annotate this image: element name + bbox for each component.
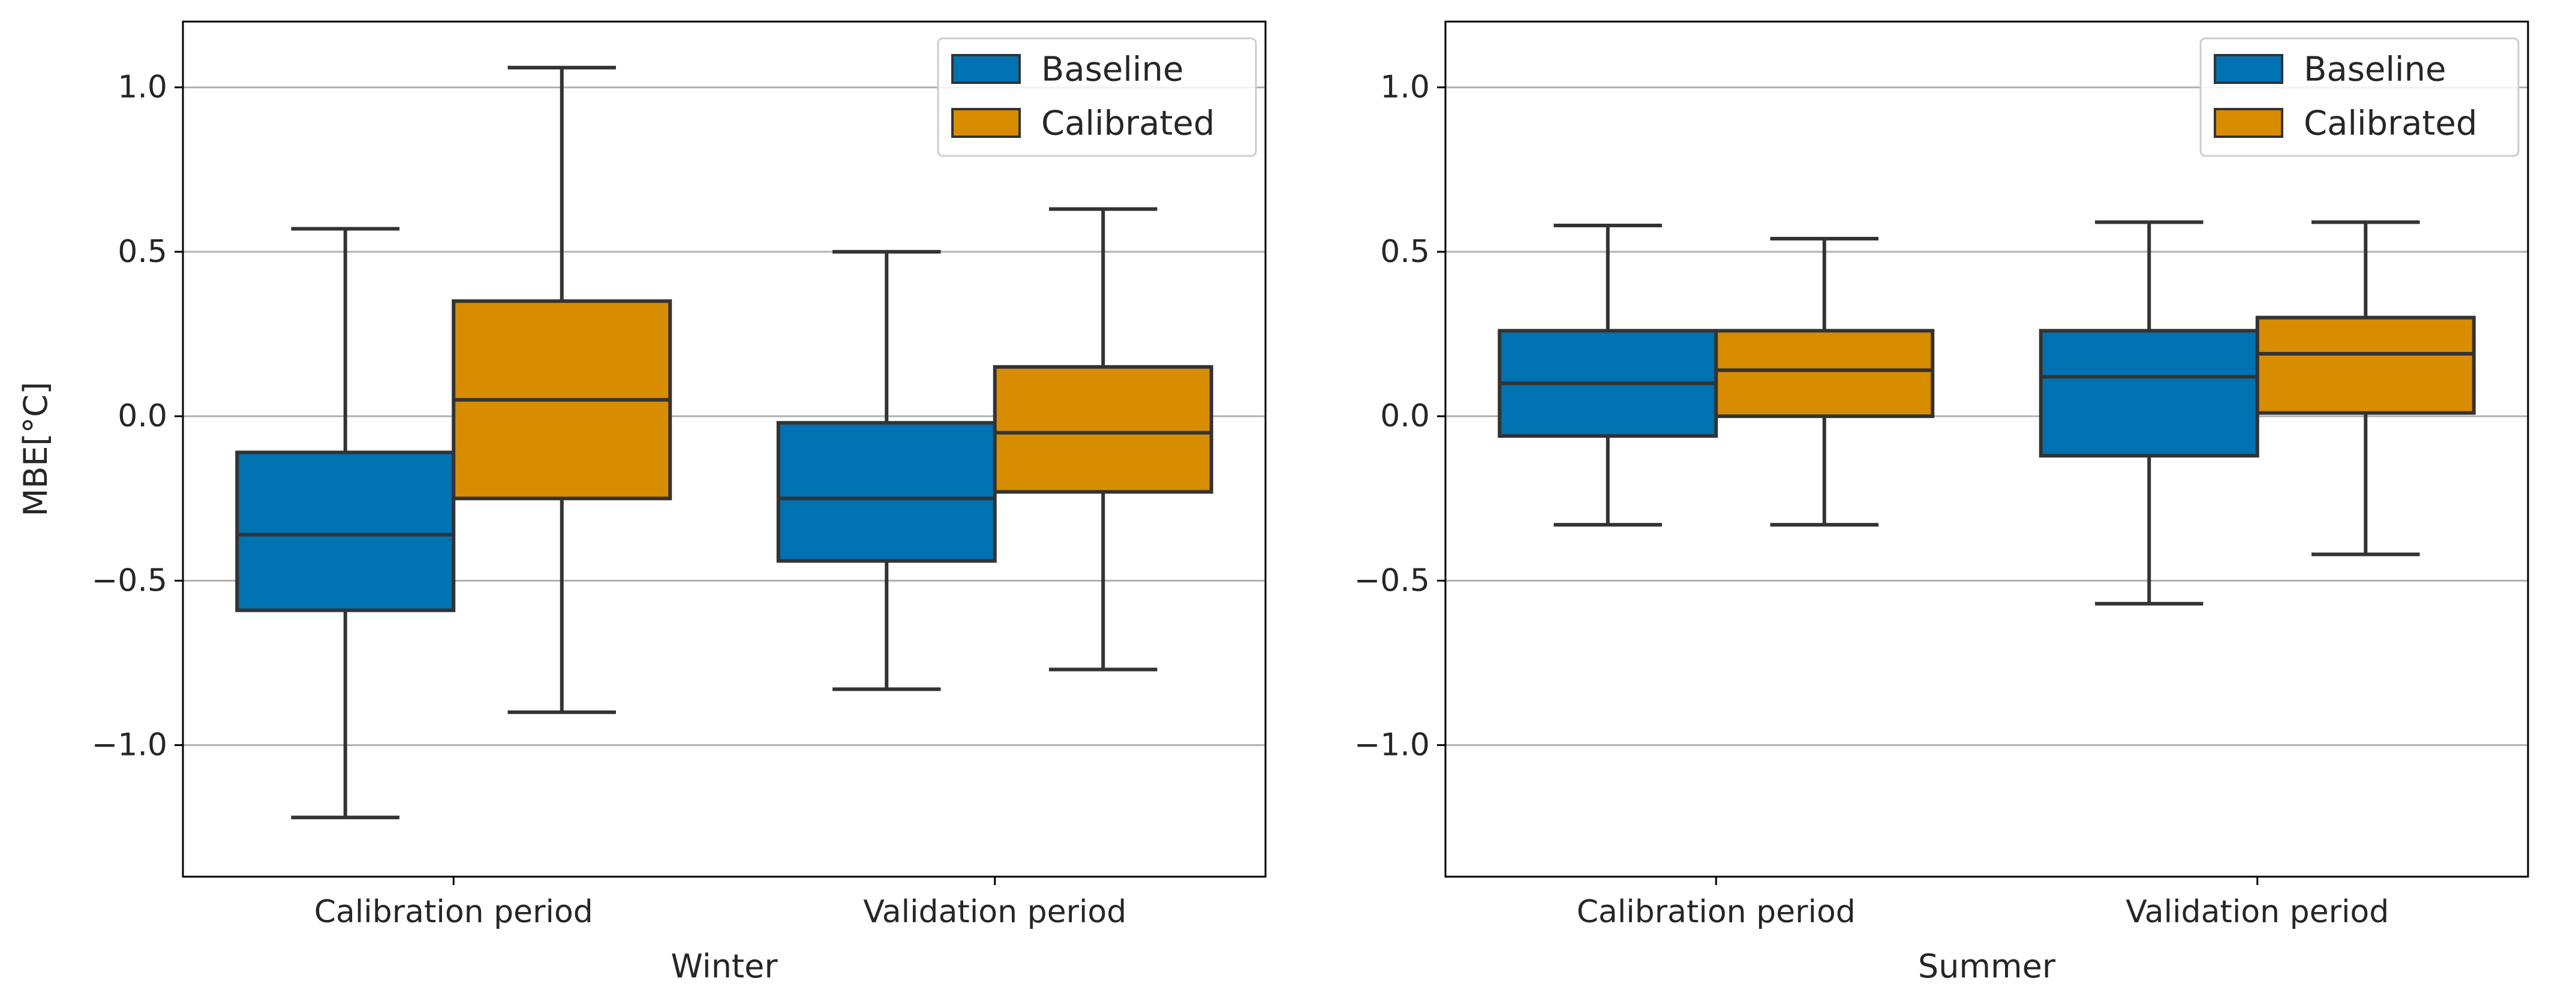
winter-panel: 1.0 0.5 0.0 −0.5 −1.0 Calibration period Valid… — [17, 20, 1267, 985]
summer-panel: 1.0 0.5 0.0 −0.5 −1.0 Calibration period Valid… — [1354, 20, 2529, 985]
box-calibrated-0 — [1714, 236, 1935, 527]
legend: Baseline Calibrated — [937, 37, 1257, 157]
box-body — [2255, 315, 2476, 415]
legend-label-baseline: Baseline — [1041, 50, 1183, 89]
box-body — [776, 421, 997, 563]
legend-label-calibrated: Calibrated — [2304, 104, 2477, 143]
box-baseline-0 — [235, 227, 456, 820]
y-tick-label: −1.0 — [92, 727, 167, 763]
legend-swatch-baseline — [951, 54, 1021, 84]
box-calibrated-0 — [452, 65, 672, 714]
y-tick-label: 0.5 — [118, 234, 167, 270]
x-tick-label: Calibration period — [1577, 894, 1856, 930]
legend-swatch-calibrated — [951, 108, 1021, 138]
box-calibrated-1 — [993, 207, 1213, 672]
y-axis-label: MBE[°C] — [17, 382, 55, 517]
y-tick-label: −0.5 — [92, 562, 167, 598]
axes-frame — [1444, 20, 2529, 878]
box-body — [2039, 329, 2259, 458]
y-tick-label: 0.0 — [1380, 398, 1430, 434]
x-axis-label: Summer — [1918, 947, 2056, 985]
legend-swatch-calibrated — [2214, 108, 2283, 138]
box-body — [235, 450, 456, 612]
legend-label-calibrated: Calibrated — [1041, 104, 1215, 143]
x-tick-label: Validation period — [2126, 894, 2389, 930]
y-tick-label: −1.0 — [1354, 727, 1430, 763]
box-calibrated-1 — [2255, 220, 2476, 556]
legend: Baseline Calibrated — [2199, 37, 2520, 157]
legend-label-baseline: Baseline — [2304, 50, 2446, 89]
legend-swatch-baseline — [2214, 54, 2283, 84]
x-tick-label: Calibration period — [314, 894, 593, 930]
box-baseline-1 — [776, 249, 997, 691]
y-tick-label: 0.5 — [1380, 234, 1430, 270]
box-body — [1714, 329, 1935, 419]
y-tick-label: 0.0 — [118, 398, 167, 434]
x-tick-label: Validation period — [863, 894, 1126, 930]
box-body — [993, 365, 1213, 494]
y-tick-label: −0.5 — [1354, 562, 1430, 598]
y-tick-label: 1.0 — [118, 70, 167, 106]
x-axis-label: Winter — [671, 947, 778, 985]
box-baseline-1 — [2039, 220, 2259, 606]
axes-frame — [182, 20, 1267, 878]
y-tick-label: 1.0 — [1380, 70, 1430, 106]
box-baseline-0 — [1498, 224, 1718, 527]
